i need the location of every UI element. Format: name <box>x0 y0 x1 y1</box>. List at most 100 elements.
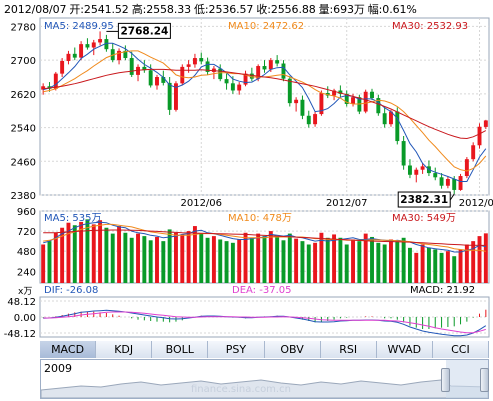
tab-boll[interactable]: BOLL <box>152 341 209 358</box>
volume-legend-2: MA30: 549万 <box>392 213 456 224</box>
price-tick-label: 2780 <box>11 22 36 33</box>
macd-legend-0: DIF: -26.08 <box>44 285 98 296</box>
high-label: 高: <box>131 3 147 16</box>
candle-body <box>180 66 185 84</box>
volume-bar <box>332 234 337 283</box>
candle-body <box>104 39 109 50</box>
macd-tick-label: 48.12 <box>7 297 36 308</box>
candle-body <box>414 169 419 175</box>
price-legend-0: MA5: 2489.95 <box>44 21 114 32</box>
volume-bar <box>79 221 84 283</box>
volume-bar <box>256 233 261 283</box>
candle-body <box>167 82 172 110</box>
range-navigator[interactable]: 2009 finance.sina.com.cn <box>40 359 489 399</box>
price-tick-label: 2700 <box>11 56 36 67</box>
volume-bar <box>155 236 159 283</box>
volume-bar <box>136 233 140 283</box>
volume-bar <box>407 247 412 283</box>
price-tick-label: 2620 <box>11 90 36 101</box>
candle-body <box>287 78 292 104</box>
candle-body <box>155 77 159 86</box>
low-label: 低: <box>194 3 209 16</box>
tab-kdj[interactable]: KDJ <box>96 341 153 358</box>
volume-bar <box>294 238 299 283</box>
volume-bar <box>268 231 273 283</box>
candle-body <box>319 93 324 115</box>
tab-psy[interactable]: PSY <box>208 341 265 358</box>
volume-bar <box>445 251 450 283</box>
candle-body <box>300 99 305 116</box>
volume-bar <box>123 232 128 283</box>
candle-body <box>224 79 229 84</box>
price-legend-2: MA30: 2532.93 <box>392 21 468 32</box>
candle-body <box>148 70 153 86</box>
volume-bar <box>41 244 46 283</box>
quote-header: 2012/08/07 开:2541.52 高:2558.33 低:2536.57 收:2… <box>4 1 420 17</box>
candle-body <box>452 178 457 190</box>
volume-bar <box>148 240 153 283</box>
low-value: 2536.57 <box>208 3 254 16</box>
volume-bar <box>363 233 368 283</box>
navigator-left-handle[interactable] <box>441 368 450 392</box>
volume-bar <box>281 240 286 283</box>
candle-body <box>53 73 58 89</box>
navigator-right-handle[interactable] <box>480 368 489 392</box>
chart-svg[interactable]: 2780 2700 2620 2540 2460 2380 2012/06 2012/07 20… <box>0 0 493 340</box>
volume-bar <box>483 233 488 283</box>
tab-wvad[interactable]: WVAD <box>376 341 433 358</box>
candle-body <box>91 42 96 48</box>
volume-bar <box>426 247 431 283</box>
volume-bar <box>66 222 71 283</box>
tab-obv[interactable]: OBV <box>264 341 321 358</box>
candle-body <box>407 165 412 175</box>
candle-body <box>382 113 387 125</box>
candle-body <box>344 93 349 104</box>
volume-bar <box>167 229 172 283</box>
candle-body <box>433 173 438 178</box>
volume-bar <box>376 242 381 283</box>
volume-bar <box>464 244 469 283</box>
volume-bar <box>382 244 387 283</box>
volume-bar <box>344 244 349 283</box>
volume-bar <box>471 241 476 283</box>
candle-body <box>174 83 178 110</box>
macd-tick-label: -48.12 <box>4 329 36 340</box>
candle-body <box>332 90 337 96</box>
annotation-label: 2382.31 <box>400 194 448 206</box>
volume-ma5-line <box>43 221 486 253</box>
tab-rsi[interactable]: RSI <box>320 341 377 358</box>
candle-body <box>376 98 381 114</box>
volume-tick-label: 480 <box>17 247 36 258</box>
candle-body <box>199 58 204 62</box>
date-tick-label: 2012/06 <box>180 198 222 209</box>
candle-body <box>268 60 273 70</box>
volume-legend-0: MA5: 535万 <box>44 213 101 224</box>
candle-body <box>483 120 488 127</box>
volume-bar <box>110 233 115 283</box>
tab-macd[interactable]: MACD <box>40 341 97 358</box>
candle-body <box>60 60 65 74</box>
candle-body <box>98 39 103 43</box>
pane-frame-k <box>39 17 490 196</box>
open-value: 2541.52 <box>83 3 129 16</box>
candle-body <box>306 115 311 125</box>
candle-body <box>275 60 280 64</box>
volume-bar <box>395 241 400 283</box>
candle-body <box>123 50 128 59</box>
candle-body <box>262 66 267 70</box>
volume-bar <box>129 237 134 283</box>
volume-bar <box>389 239 393 283</box>
tab-cci[interactable]: CCI <box>432 341 489 358</box>
candle-body <box>439 177 444 186</box>
volume-ma30-line <box>43 229 486 246</box>
price-legend-1: MA10: 2472.62 <box>228 21 304 32</box>
candle-body <box>129 58 134 75</box>
candle-body <box>395 111 400 142</box>
volume-bar <box>98 220 103 283</box>
candle-body <box>401 141 406 166</box>
candle-body <box>458 176 463 190</box>
volume-bar <box>224 241 229 283</box>
candle-body <box>136 66 140 75</box>
volume-bar <box>458 249 463 283</box>
